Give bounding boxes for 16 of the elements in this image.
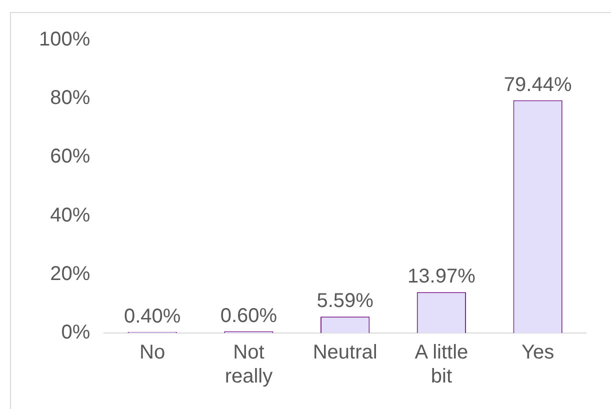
data-label: 5.59%	[316, 290, 374, 312]
data-label: 0.60%	[220, 304, 278, 327]
data-label: 0.40%	[124, 305, 181, 328]
y-tick-label: 60%	[50, 146, 90, 168]
y-tick-label: 20%	[50, 262, 90, 285]
data-label: 79.44%	[504, 74, 572, 96]
y-tick-label: 40%	[50, 204, 90, 226]
y-tick-label: 100%	[38, 28, 90, 51]
data-label: 13.97%	[408, 266, 476, 288]
y-tick-label: 80%	[50, 87, 90, 110]
x-tick-label: Neutral	[312, 342, 378, 364]
x-tick-label: Not really	[224, 342, 273, 388]
x-tick-label: No	[140, 342, 166, 364]
y-tick-label: 0%	[61, 322, 90, 344]
x-tick-label: Yes	[521, 342, 554, 364]
x-tick-label: A little bit	[414, 342, 468, 388]
